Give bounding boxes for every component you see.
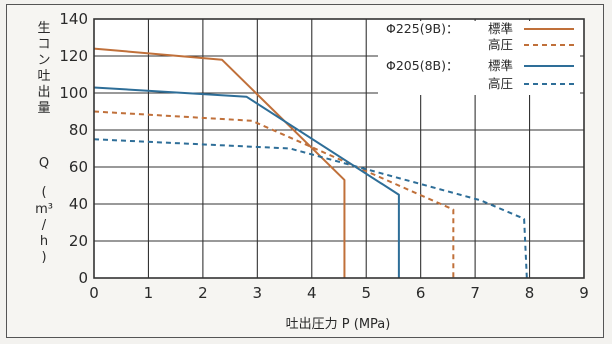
- x-tick-label: 9: [579, 284, 589, 302]
- legend-high-label: 高圧: [488, 37, 513, 52]
- ylabel-char: 出: [37, 85, 50, 100]
- y-tick-label: 120: [59, 47, 88, 65]
- ylabel-char: コ: [37, 37, 50, 52]
- ylabel-unit-char: h: [40, 234, 48, 249]
- legend-group-phi225: Φ225(9B)：: [386, 21, 458, 36]
- y-tick-label: 140: [59, 10, 88, 28]
- x-tick-label: 7: [470, 284, 480, 302]
- plot-border: [93, 18, 585, 279]
- series-line-phi205-standard: [93, 86, 400, 278]
- legend-standard-label: 標準: [488, 58, 513, 73]
- ylabel-char: ン: [37, 53, 50, 68]
- series-line-phi205-high: [93, 138, 528, 279]
- x-tick-label: 2: [198, 284, 208, 302]
- y-tick-label: 20: [69, 232, 88, 250]
- x-tick-label: 8: [525, 284, 535, 302]
- x-tick-label: 3: [253, 284, 263, 302]
- y-axis-label: 生 コ ン 吐 出 量 Q ( m³ / h ): [35, 21, 53, 265]
- legend: Φ225(9B)： 標準 高圧 Φ205(8B)： 標準 高圧: [378, 21, 580, 95]
- ylabel-unit-char: (: [41, 185, 46, 200]
- legend-high-label: 高圧: [488, 76, 513, 91]
- x-tick-label: 5: [361, 284, 371, 302]
- y-tick-label: 100: [59, 84, 88, 102]
- y-tick-label: 60: [69, 158, 88, 176]
- x-tick-label: 4: [307, 284, 317, 302]
- ylabel-char: 量: [37, 101, 50, 116]
- ylabel-char: 吐: [37, 69, 50, 84]
- legend-standard-label: 標準: [488, 21, 513, 36]
- x-axis-label: 吐出圧力 P (MPa): [286, 317, 391, 332]
- ylabel-unit-char: ): [41, 250, 46, 265]
- y-tick-labels: 0 20 40 60 80 100 120 140: [59, 10, 88, 287]
- y-tick-label: 40: [69, 195, 88, 213]
- x-tick-labels: 0 1 2 3 4 5 6 7 8 9: [89, 284, 589, 302]
- ylabel-unit-char: m³: [35, 202, 53, 217]
- legend-group-phi205: Φ205(8B)：: [386, 58, 458, 73]
- y-tick-label: 80: [69, 121, 88, 139]
- ylabel-unit-char: /: [42, 218, 47, 233]
- legend-background: [378, 21, 580, 95]
- ylabel-char: 生: [37, 21, 50, 36]
- series-group: [93, 47, 528, 279]
- x-tick-label: 1: [144, 284, 154, 302]
- y-tick-label: 0: [78, 269, 88, 287]
- x-tick-label: 6: [416, 284, 426, 302]
- ylabel-q: Q: [39, 156, 49, 171]
- x-tick-label: 0: [89, 284, 99, 302]
